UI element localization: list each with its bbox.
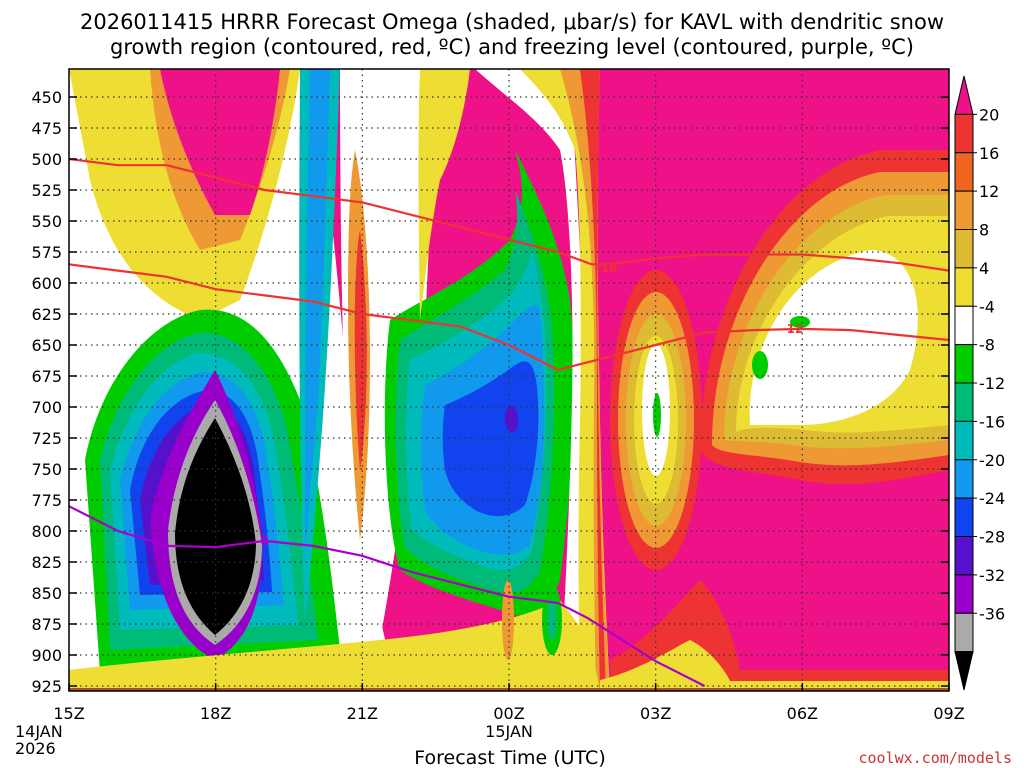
isotherm-line-1 <box>69 263 949 371</box>
y-tick-label-16: 850 <box>31 584 62 603</box>
colorbar-label-10: -24 <box>979 489 1005 508</box>
y-tick-label-14: 800 <box>31 522 62 541</box>
colorbar-label-5: -4 <box>979 297 995 316</box>
omega-spot-06z-green-2 <box>790 316 810 328</box>
colorbar-swatch-3 <box>954 190 974 230</box>
colorbar-swatch-14 <box>954 612 974 653</box>
colorbar-swatch-5 <box>954 267 974 307</box>
colorbar-swatch-0 <box>954 75 974 115</box>
colorbar-label-0: 20 <box>979 105 999 124</box>
colorbar-label-6: -8 <box>979 336 995 355</box>
y-tick-label-0: 450 <box>31 88 62 107</box>
x-tick-label-5: 06Z <box>787 704 818 723</box>
colorbar-swatch-7 <box>954 344 974 384</box>
y-tick-label-19: 925 <box>31 677 62 696</box>
y-axis: 450 475 500 525 550 575 600 625 650 675 700 725 750 7… <box>31 88 949 696</box>
colorbar-label-13: -36 <box>979 604 1005 623</box>
omega-region-left-pink-upper <box>160 69 280 215</box>
x-axis-label: Forecast Time (UTC) <box>414 747 605 768</box>
y-tick-label-15: 825 <box>31 553 62 572</box>
chart-title-line-1: 2026011415 HRRR Forecast Omega (shaded, … <box>80 10 944 34</box>
x-tick-label-1: 18Z <box>200 704 231 723</box>
isotherm-label-0: -18 <box>596 261 618 275</box>
x-tick-sublabel-0-1: 2026 <box>15 739 56 758</box>
x-tick-label-3: 00Z <box>493 704 524 723</box>
colorbar-swatch-6 <box>954 305 974 346</box>
colorbar-swatch-2 <box>954 152 974 192</box>
omega-region-right-orange <box>560 69 610 691</box>
x-tick-label-2: 21Z <box>347 704 378 723</box>
omega-spot-06z-green-1 <box>752 351 768 379</box>
colorbar-label-9: -20 <box>979 451 1005 470</box>
y-tick-label-8: 650 <box>31 336 62 355</box>
y-tick-label-9: 675 <box>31 367 62 386</box>
y-tick-label-18: 900 <box>31 646 62 665</box>
x-tick-label-4: 03Z <box>640 704 671 723</box>
colorbar-label-11: -28 <box>979 528 1005 547</box>
omega-region-right-red <box>580 69 606 691</box>
x-tick-label-6: 09Z <box>933 704 964 723</box>
y-tick-label-13: 775 <box>31 491 62 510</box>
isotherm-label-2: 0 <box>260 534 268 548</box>
colorbar-swatch-10 <box>954 459 974 499</box>
y-tick-label-1: 475 <box>31 119 62 138</box>
isotherm-label-1: -12 <box>782 322 804 336</box>
omega-region-right-white <box>475 69 600 691</box>
isotherm-line-0 <box>69 157 949 272</box>
y-tick-label-12: 750 <box>31 460 62 479</box>
y-tick-label-2: 500 <box>31 150 62 169</box>
colorbar-swatch-12 <box>954 536 974 576</box>
y-tick-label-3: 525 <box>31 181 62 200</box>
chart-title-line-2: growth region (contoured, red, ºC) and f… <box>110 35 914 59</box>
omega-region-red-column-21z <box>354 230 367 470</box>
colorbar-swatch-15 <box>954 651 974 691</box>
x-tick-label-0: 15Z <box>53 704 84 723</box>
colorbar: 20 16 12 8 4 -4 -8 -12 -16 -20 -24 -28 -32 -36 <box>954 75 1005 691</box>
colorbar-label-8: -16 <box>979 412 1005 431</box>
plot-area: -18 -12 0 <box>69 69 949 691</box>
omega-oval-03z-green <box>653 393 661 437</box>
colorbar-label-12: -32 <box>979 566 1005 585</box>
y-tick-label-10: 700 <box>31 398 62 417</box>
x-tick-sublabel-3-0: 15JAN <box>485 722 533 741</box>
colorbar-label-1: 16 <box>979 144 999 163</box>
colorbar-label-7: -12 <box>979 374 1005 393</box>
isotherm-line-2 <box>69 505 706 687</box>
gridlines <box>69 69 949 691</box>
colorbar-swatch-11 <box>954 497 974 537</box>
colorbar-swatch-9 <box>954 420 974 461</box>
omega-region-low-yellow-band <box>69 600 600 691</box>
omega-region-yellow-strip <box>418 69 470 320</box>
y-tick-label-4: 550 <box>31 212 62 231</box>
y-tick-label-11: 725 <box>31 429 62 448</box>
colorbar-swatch-8 <box>954 382 974 422</box>
credit-text: coolwx.com/models <box>858 749 1012 767</box>
colorbar-swatch-4 <box>954 229 974 269</box>
y-tick-label-7: 625 <box>31 305 62 324</box>
omega-spot-low-teal <box>547 600 557 640</box>
isotherm-lines: -18 -12 0 <box>69 157 949 687</box>
y-tick-label-17: 875 <box>31 615 62 634</box>
colorbar-label-4: 4 <box>979 259 989 278</box>
omega-spot-low-orange <box>502 580 514 660</box>
y-tick-label-6: 600 <box>31 274 62 293</box>
colorbar-swatch-1 <box>954 113 974 154</box>
omega-region-right-yellow <box>520 69 610 691</box>
colorbar-label-2: 12 <box>979 182 999 201</box>
omega-region-06z-white <box>749 250 918 425</box>
y-tick-label-5: 575 <box>31 243 62 262</box>
omega-region-mid-blue-block <box>442 361 539 517</box>
colorbar-swatch-13 <box>954 574 974 614</box>
x-tick-sublabel-0-0: 14JAN <box>15 722 63 741</box>
omega-region-mid-indigo-spot <box>504 405 518 433</box>
colorbar-label-3: 8 <box>979 221 989 240</box>
